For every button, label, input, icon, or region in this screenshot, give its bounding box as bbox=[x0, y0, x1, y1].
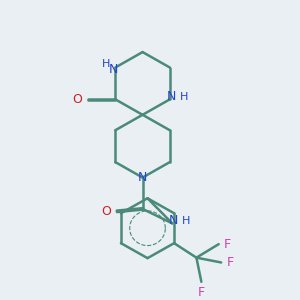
Text: N: N bbox=[167, 90, 176, 104]
Text: O: O bbox=[101, 205, 111, 218]
Text: N: N bbox=[138, 171, 147, 184]
Text: F: F bbox=[198, 286, 205, 299]
Text: N: N bbox=[109, 63, 119, 76]
Text: F: F bbox=[226, 256, 234, 269]
Text: N: N bbox=[169, 214, 178, 227]
Text: H: H bbox=[179, 92, 188, 102]
Text: F: F bbox=[224, 238, 231, 250]
Text: H: H bbox=[102, 58, 111, 69]
Text: O: O bbox=[72, 93, 82, 106]
Text: H: H bbox=[182, 216, 190, 226]
